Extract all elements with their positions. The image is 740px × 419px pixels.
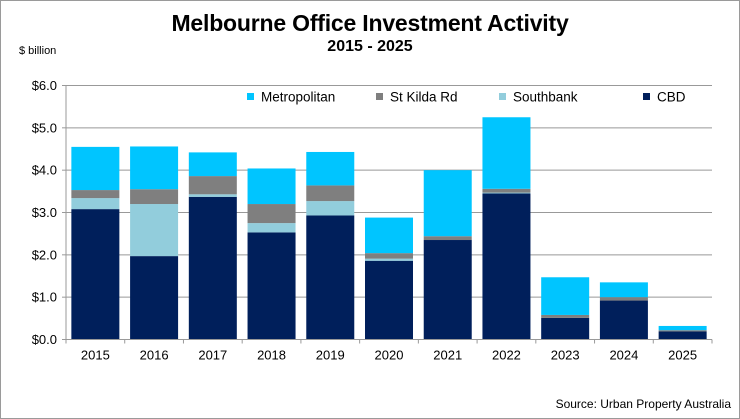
bar-southbank [188, 194, 237, 197]
bar-southbank [306, 201, 355, 216]
legend-swatch [643, 93, 650, 100]
bar-metropolitan [658, 325, 707, 331]
legend-label: Metropolitan [261, 90, 335, 105]
x-tick-label: 2018 [257, 348, 286, 363]
bar-st-kilda-rd [306, 185, 355, 202]
bar-st-kilda-rd [247, 204, 296, 224]
bar-metropolitan [130, 146, 179, 190]
x-tick-label: 2023 [551, 348, 580, 363]
bars [71, 117, 707, 340]
bar-southbank [365, 258, 413, 261]
y-tick-label: $3.0 [32, 205, 57, 220]
bar-cbd [365, 260, 413, 340]
chart-subtitle: 2015 - 2025 [327, 38, 413, 55]
legend-label: Southbank [513, 90, 578, 105]
bar-southbank [247, 223, 296, 233]
y-tick-label: $4.0 [32, 163, 57, 178]
bar-metropolitan [482, 117, 531, 189]
legend-swatch [247, 93, 254, 100]
bar-cbd [306, 215, 355, 340]
bar-st-kilda-rd [541, 314, 590, 318]
bar-metropolitan [188, 152, 237, 177]
bar-st-kilda-rd [130, 189, 179, 205]
legend-label: St Kilda Rd [390, 90, 458, 105]
bar-cbd [658, 331, 707, 340]
bar-cbd [482, 193, 531, 340]
source-note: Source: Urban Property Australia [555, 397, 731, 411]
chart-title: Melbourne Office Investment Activity [171, 10, 569, 36]
bar-metropolitan [71, 146, 120, 191]
x-tick-label: 2019 [316, 348, 345, 363]
bar-cbd [247, 232, 296, 340]
bar-st-kilda-rd [423, 236, 472, 241]
bar-southbank [482, 192, 531, 194]
y-tick-label: $0.0 [32, 332, 57, 347]
bar-southbank [130, 204, 179, 257]
x-tick-label: 2017 [198, 348, 227, 363]
bar-cbd [423, 240, 472, 340]
bar-metropolitan [423, 170, 472, 237]
bar-cbd [130, 256, 179, 340]
bar-southbank [71, 198, 120, 210]
bar-cbd [599, 300, 648, 340]
x-tick-label: 2020 [375, 348, 404, 363]
bar-st-kilda-rd [658, 330, 707, 332]
legend-swatch [376, 93, 383, 100]
bar-st-kilda-rd [188, 176, 237, 195]
bar-metropolitan [306, 151, 355, 186]
y-tick-label: $2.0 [32, 247, 57, 262]
bar-st-kilda-rd [71, 190, 120, 199]
bar-st-kilda-rd [599, 297, 648, 301]
bar-st-kilda-rd [482, 188, 531, 193]
legend-label: CBD [657, 90, 686, 105]
legend-swatch [499, 93, 506, 100]
bar-metropolitan [599, 282, 648, 298]
x-tick-label: 2022 [492, 348, 521, 363]
bar-cbd [71, 209, 120, 340]
bar-st-kilda-rd [365, 253, 413, 259]
legend: Metropolitan St Kilda Rd Southbank CBD [247, 90, 686, 105]
x-tick-label: 2016 [140, 348, 169, 363]
y-tick-label: $5.0 [32, 120, 57, 135]
axes: $0.0 $1.0 $2.0 $3.0 $4.0 $5.0 $6.0 2015 2016 2017… [32, 78, 713, 363]
x-tick-label: 2025 [668, 348, 697, 363]
x-tick-label: 2021 [433, 348, 462, 363]
x-tick-label: 2015 [81, 348, 110, 363]
y-tick-label: $1.0 [32, 290, 57, 305]
bar-cbd [188, 196, 237, 340]
bar-metropolitan [541, 277, 590, 315]
x-tick-label: 2024 [609, 348, 638, 363]
y-tick-label: $6.0 [32, 78, 57, 93]
bar-cbd [541, 317, 590, 340]
bar-metropolitan [247, 168, 296, 205]
bar-metropolitan [365, 217, 413, 254]
y-axis-label: $ billion [19, 45, 57, 57]
